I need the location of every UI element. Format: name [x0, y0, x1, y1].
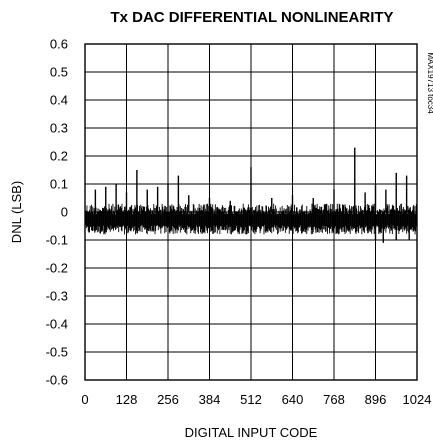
x-tick-label: 384	[199, 392, 221, 407]
x-axis-label: DIGITAL INPUT CODE	[185, 425, 318, 440]
y-tick-label: -0.5	[46, 345, 68, 360]
y-tick-label: -0.1	[46, 233, 68, 248]
x-tick-label: 256	[157, 392, 179, 407]
dnl-series	[84, 147, 417, 243]
y-tick-label: 0.6	[50, 37, 68, 52]
y-tick-label: 0.1	[50, 177, 68, 192]
y-tick-label: 0.4	[50, 93, 68, 108]
y-tick-label: -0.4	[46, 317, 68, 332]
x-tick-label: 128	[116, 392, 138, 407]
x-tick-label: 0	[81, 392, 88, 407]
x-tick-label: 640	[282, 392, 304, 407]
y-tick-label: 0.5	[50, 65, 68, 80]
y-tick-label: -0.2	[46, 261, 68, 276]
y-tick-label: 0	[61, 205, 68, 220]
plot-frame	[84, 43, 418, 381]
x-tick-label: 512	[240, 392, 262, 407]
y-axis-label: DNL (LSB)	[9, 181, 24, 243]
chart-title: Tx DAC DIFFERENTIAL NONLINEARITY	[110, 9, 393, 26]
y-tick-label: -0.3	[46, 289, 68, 304]
x-tick-label: 896	[365, 392, 387, 407]
y-tick-label: 0.2	[50, 149, 68, 164]
y-tick-label: -0.6	[46, 373, 68, 388]
figure-id: MAX19713 toc34	[426, 52, 433, 114]
y-axis-ticks: 0.6 0.5 0.4 0.3 0.2 0.1 0 -0.1 -0.2 -0.3 -0.4 -0.5 -…	[46, 37, 68, 388]
y-tick-label: 0.3	[50, 121, 68, 136]
x-axis-ticks: 0 128 256 384 512 640 768 896 1024	[81, 392, 431, 407]
x-tick-label: 1024	[403, 392, 432, 407]
x-tick-label: 768	[323, 392, 345, 407]
